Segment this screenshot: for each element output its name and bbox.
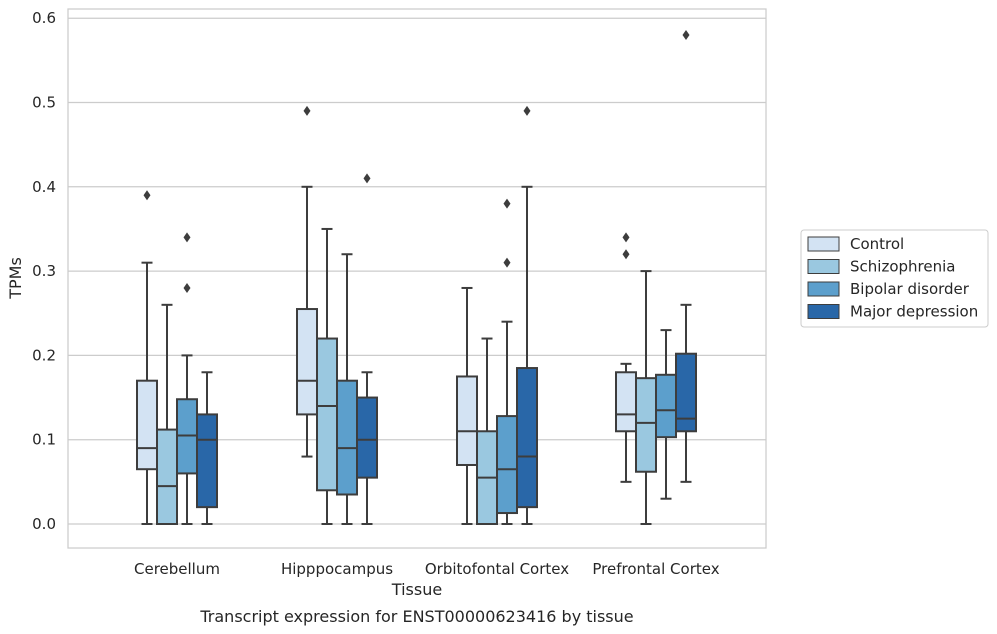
outlier-point — [183, 282, 191, 293]
x-tick-label: Orbitofontal Cortex — [425, 560, 569, 578]
box — [496, 415, 518, 515]
legend-label: Major depression — [850, 303, 978, 321]
box — [196, 413, 218, 509]
x-tick-label: Cerebellum — [134, 560, 220, 578]
box — [615, 371, 637, 433]
legend-swatch — [807, 259, 840, 274]
x-tick-labels: Cerebellum Hipppocampus Orbitofontal Corte… — [134, 560, 720, 578]
outlier-point — [143, 190, 151, 201]
x-tick-label: Hipppocampus — [281, 560, 393, 578]
y-tick-label: 0.3 — [32, 262, 56, 280]
outlier-point — [183, 232, 191, 243]
box — [675, 352, 697, 433]
legend-label: Schizophrenia — [850, 258, 955, 276]
outlier-point — [682, 30, 690, 41]
y-tick-label: 0.1 — [32, 431, 56, 449]
outlier-point — [523, 105, 531, 116]
y-tick-label: 0.2 — [32, 346, 56, 364]
outlier-point — [622, 249, 630, 260]
legend-label: Bipolar disorder — [850, 280, 970, 298]
legend-frame — [800, 229, 989, 328]
box — [296, 308, 318, 416]
y-tick-labels: 0.0 0.1 0.2 0.3 0.4 0.5 0.6 — [32, 9, 56, 533]
outlier-point — [363, 173, 371, 184]
legend-label: Control — [850, 235, 904, 253]
box — [356, 396, 378, 479]
legend-swatch — [807, 281, 840, 297]
outlier-point — [303, 105, 311, 116]
figure-caption: Transcript expression for ENST0000062341… — [199, 607, 633, 626]
box — [516, 367, 538, 509]
box — [336, 379, 358, 496]
box-group — [615, 30, 697, 525]
outlier-point — [503, 198, 511, 209]
box-groups — [136, 30, 697, 526]
box — [136, 379, 158, 471]
outlier-point — [503, 257, 511, 268]
box — [635, 377, 657, 473]
y-tick-label: 0.0 — [32, 515, 56, 533]
box-group — [296, 105, 378, 525]
plot-frame — [67, 8, 767, 549]
box — [156, 428, 178, 526]
y-tick-label: 0.6 — [32, 9, 56, 27]
legend: Control Schizophrenia Bipolar disorder Majo… — [800, 229, 989, 328]
box-group — [136, 190, 218, 526]
box-group — [456, 105, 538, 525]
x-axis-label: Tissue — [391, 580, 442, 599]
legend-items: Control Schizophrenia Bipolar disorder Majo… — [807, 235, 978, 321]
outlier-point — [622, 232, 630, 243]
box — [316, 337, 338, 492]
y-axis-label: TPMs — [6, 257, 25, 300]
legend-swatch — [807, 236, 840, 252]
box — [655, 373, 677, 439]
y-tick-label: 0.4 — [32, 178, 56, 196]
y-tick-label: 0.5 — [32, 94, 56, 112]
legend-swatch — [807, 304, 840, 319]
x-tick-label: Prefrontal Cortex — [592, 560, 719, 578]
box — [456, 375, 478, 466]
